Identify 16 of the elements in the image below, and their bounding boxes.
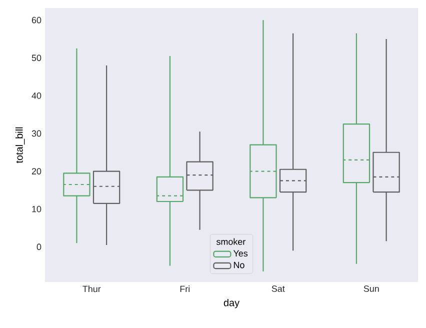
y-tick-label: 20 bbox=[32, 168, 42, 174]
y-tick-label: 50 bbox=[32, 54, 42, 62]
x-tick-label: Sat bbox=[272, 286, 285, 292]
x-tick-label: Fri bbox=[180, 286, 190, 292]
x-tick-label: Sun bbox=[364, 286, 379, 292]
y-tick-label: 10 bbox=[32, 206, 42, 212]
y-tick-label: 40 bbox=[32, 92, 42, 99]
legend-title: smoker bbox=[216, 238, 246, 245]
legend-label: No bbox=[234, 262, 244, 268]
x-tick-label: Thur bbox=[82, 286, 101, 292]
x-axis-title: day bbox=[224, 298, 240, 308]
y-tick-label: 30 bbox=[32, 130, 42, 137]
y-tick-label: 60 bbox=[32, 16, 42, 24]
y-tick-label: 0 bbox=[36, 244, 42, 250]
legend-label: Yes bbox=[233, 250, 248, 257]
y-axis-title: total_bill bbox=[15, 127, 25, 164]
